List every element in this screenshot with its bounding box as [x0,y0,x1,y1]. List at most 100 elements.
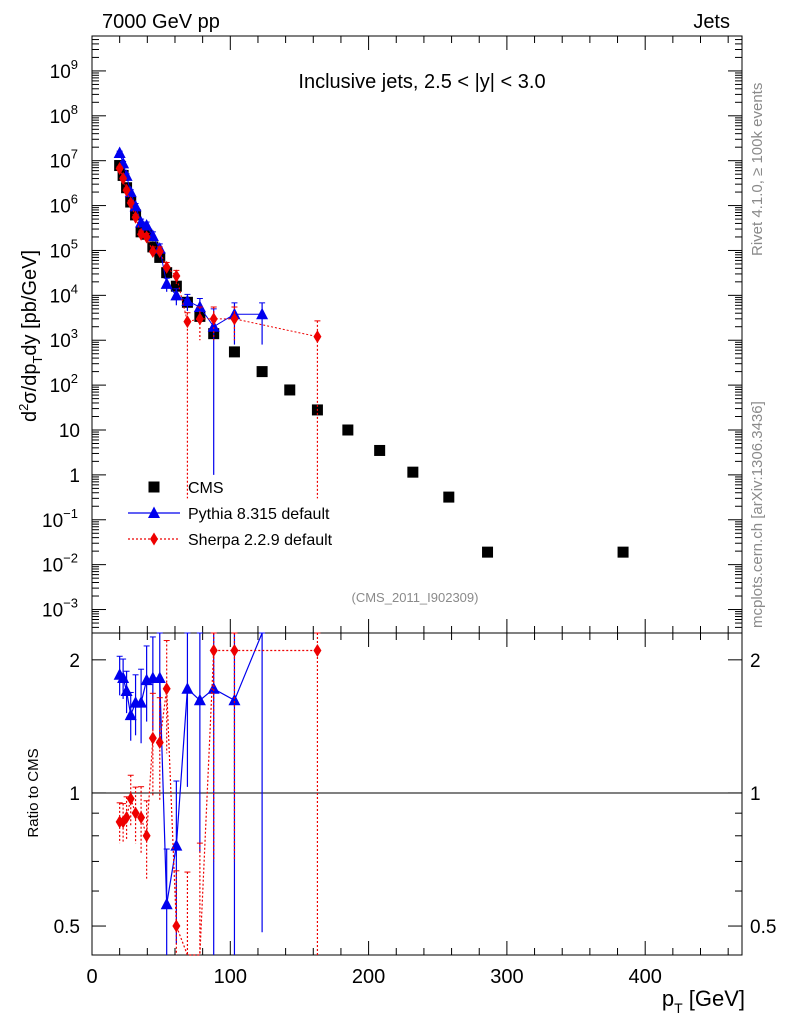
data-point [129,199,142,212]
data-point [162,260,171,274]
ratio-series-triangle [113,632,266,955]
data-point [122,183,131,197]
y-tick-label: 10−3 [42,596,78,622]
legend-marker [150,532,158,546]
ratio-point [181,682,194,694]
mcplots-label: mcplots.cern.ch [arXiv:1306.3436] [749,401,766,628]
ratio-point [160,897,173,910]
data-point [207,320,220,332]
y-tick-label: 103 [50,326,78,352]
series-line [119,168,318,338]
ratio-tick-label-left: 0.5 [54,917,80,938]
data-point [374,444,386,456]
ratio-layer [113,632,322,956]
series-diamond [115,162,322,499]
y-tick-label: 104 [50,281,78,307]
ratio-point [193,693,206,706]
x-tick-label: 200 [352,966,385,988]
ratio-point [155,736,164,750]
ratio-point [135,696,148,708]
ratio-line [119,649,318,956]
ratio-point [209,643,218,657]
data-point [482,546,494,558]
y-tick-label: 108 [50,102,78,128]
data-point [119,172,128,186]
ratio-point [170,839,183,851]
ratio-point [162,682,171,696]
ratio-point [207,682,220,694]
data-point [183,315,192,329]
data-point [313,330,322,344]
plot-title: Inclusive jets, 2.5 < |y| < 3.0 [298,71,545,93]
legend-label: Sherpa 2.2.9 default [188,532,333,549]
data-point [230,312,239,326]
y-tick-label: 109 [50,57,78,83]
x-axis-title: pT [GeV] [662,986,745,1016]
legend-label: Pythia 8.315 default [188,506,330,523]
data-point [209,312,218,326]
series-square [114,160,629,558]
x-tick-label: 300 [490,966,523,988]
legend-marker [148,481,160,493]
ratio-point [120,684,133,697]
y-tick-label: 10−2 [42,551,78,577]
axes-layer: 0 100 200 300 400 10−3 10−2 10−1 1 10 102 103 104 105… [42,35,776,988]
ratio-tick-label-right: 0.5 [750,917,776,938]
y-tick-label: 105 [50,236,78,262]
legend-label: CMS [188,480,224,497]
data-point [193,300,206,312]
header-right: Jets [693,11,730,33]
ratio-point [131,806,140,820]
data-point [140,218,153,231]
ratio-series-diamond [115,632,322,956]
data-point [256,307,269,320]
data-point [181,294,194,306]
data-point [170,280,182,292]
data-point [407,466,419,478]
data-point [126,196,135,210]
series-triangle [113,146,269,475]
ratio-point [142,829,151,843]
data-point [342,424,354,436]
ratio-tick-label-left: 2 [69,651,80,672]
header-left: 7000 GeV pp [102,11,220,33]
data-point [113,146,126,159]
data-point [170,288,183,301]
data-point [284,384,296,396]
ratio-point [172,919,181,933]
data-point [172,269,181,283]
data-point [195,312,204,326]
ratio-point [148,731,157,745]
x-tick-label: 400 [629,966,662,988]
ratio-axis-title: Ratio to CMS [25,748,42,837]
y-tick-label: 106 [50,192,78,218]
analysis-watermark: (CMS_2011_I902309) [352,590,479,605]
ratio-point [122,810,131,824]
ratio-point [313,643,322,657]
ratio-point [126,792,135,806]
x-tick-label: 0 [86,966,97,988]
rivet-label: Rivet 4.1.0, ≥ 100k events [749,83,766,256]
ratio-point [228,693,241,706]
y-tick-label: 10 [59,421,80,442]
data-point [155,244,164,258]
ratio-point [153,671,166,683]
svg-text:d2σ/dpTdy [pb/GeV]: d2σ/dpTdy [pb/GeV] [16,250,45,422]
series-layer [113,146,629,558]
x-tick-label: 100 [214,966,247,988]
data-point [160,277,173,289]
legend-marker [148,506,160,518]
ratio-tick-label-left: 1 [69,784,80,805]
series-line [119,152,263,328]
y-tick-label: 107 [50,147,78,173]
ratio-point [137,810,146,824]
y-axis-title: d2σ/dpTdy [pb/GeV] [16,250,45,422]
data-point [142,230,151,244]
data-point [617,546,629,558]
y-tick-label: 10−1 [42,506,78,532]
data-point [115,162,124,176]
data-point [228,346,240,358]
ratio-panel-frame [91,632,743,956]
data-point [131,210,140,224]
